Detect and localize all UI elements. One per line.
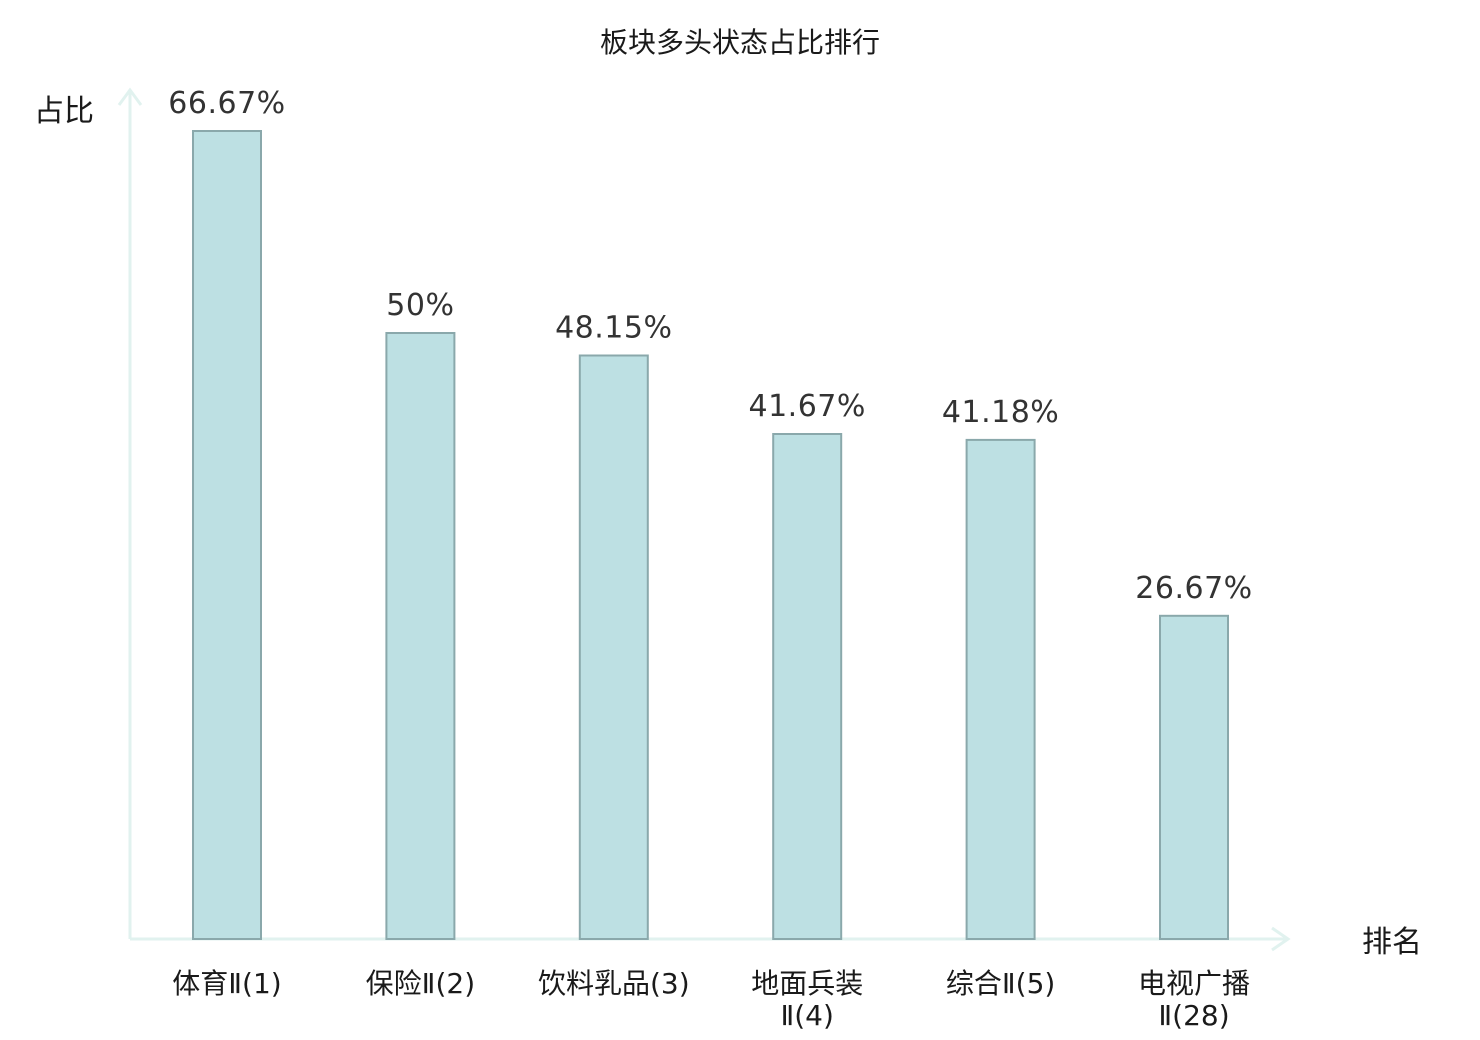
- data-label: 41.67%: [749, 389, 866, 424]
- category-label: 体育Ⅱ(1): [172, 967, 281, 1000]
- bar: [772, 433, 843, 940]
- category-label: 地面兵装: [751, 967, 863, 1000]
- bar: [192, 130, 262, 940]
- x-axis-label: 排名: [1362, 925, 1422, 960]
- data-label: 50%: [386, 288, 454, 323]
- data-label: 48.15%: [555, 311, 672, 346]
- bar: [1159, 614, 1229, 940]
- category-label: 电视广播: [1138, 967, 1250, 1000]
- data-label: 66.67%: [168, 86, 285, 121]
- bar-group: [192, 130, 1229, 940]
- y-axis-label: 占比: [34, 94, 94, 129]
- category-label: 饮料乳品(3): [538, 967, 690, 1000]
- category-label: 综合Ⅱ(5): [946, 967, 1055, 1000]
- x-axis-arrow: [1271, 926, 1291, 952]
- data-label-group: 66.67% 50% 48.15% 41.67% 41.18% 26.67%: [168, 86, 1252, 606]
- data-label: 41.18%: [942, 395, 1059, 430]
- axes: [117, 87, 1291, 952]
- bar: [578, 354, 649, 940]
- chart-title: 板块多头状态占比排行: [600, 26, 880, 59]
- category-label: Ⅱ(4): [780, 999, 833, 1032]
- bar: [965, 438, 1036, 940]
- category-label: Ⅱ(28): [1158, 999, 1229, 1032]
- bar: [385, 332, 456, 940]
- y-axis-arrow: [117, 87, 143, 106]
- data-label: 26.67%: [1135, 571, 1252, 606]
- category-label: 保险Ⅱ(2): [366, 967, 475, 1000]
